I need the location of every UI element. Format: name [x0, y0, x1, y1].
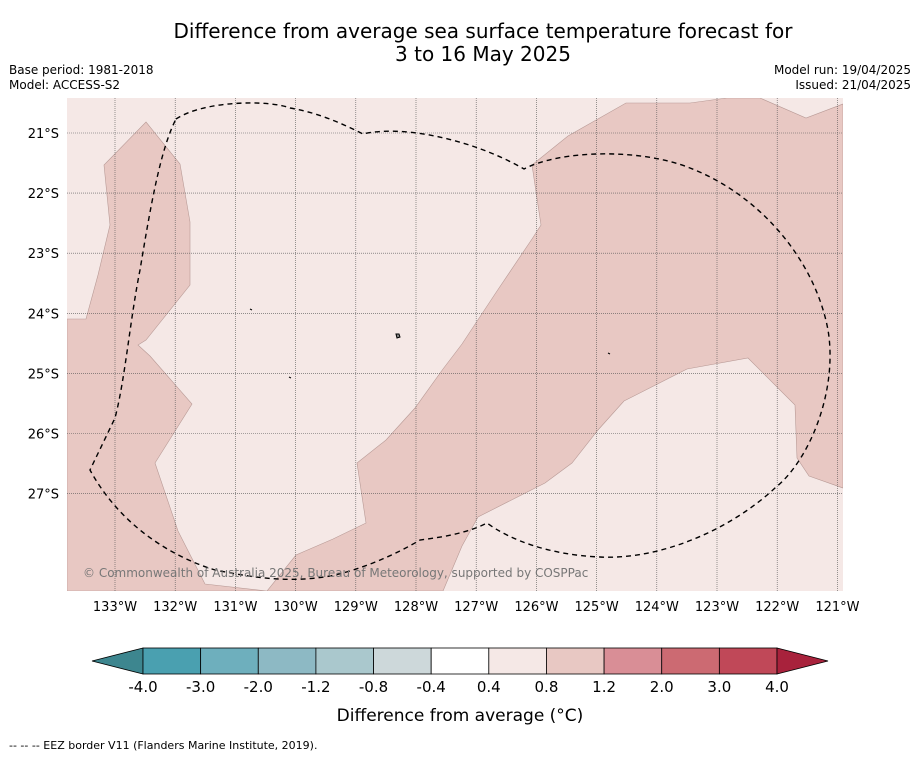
colorbar-segment [373, 647, 432, 675]
lon-label: 132°W [153, 600, 197, 615]
colorbar-segment [257, 647, 317, 675]
lon-label: 123°W [695, 600, 739, 615]
meta-left: Base period: 1981-2018 Model: ACCESS-S2 [9, 63, 154, 93]
latitude-labels: 21°S 22°S 23°S 24°S 25°S 26°S 27°S [28, 127, 59, 503]
lon-label: 127°W [454, 600, 498, 615]
lon-label: 128°W [394, 600, 438, 615]
lat-label: 23°S [28, 247, 59, 262]
island-marker [395, 333, 401, 339]
lon-label: 121°W [815, 600, 859, 615]
lon-label: 125°W [575, 600, 619, 615]
base-period: Base period: 1981-2018 [9, 63, 154, 77]
island-marker [607, 352, 611, 355]
colorbar: -4.0 -3.0 -2.0 -1.2 -0.8 -0.4 0.4 0.8 1.2 2.0 3.0 4… [91, 647, 829, 696]
lon-label: 130°W [274, 600, 318, 615]
colorbar-segment [430, 647, 490, 675]
map-gridlines [67, 98, 843, 591]
colorbar-segment [546, 647, 605, 675]
map-title-line-2: 3 to 16 May 2025 [395, 42, 571, 66]
colorbar-segment [200, 647, 259, 675]
colorbar-tick: 3.0 [707, 678, 731, 696]
eez-legend: -- -- -- EEZ border V11 (Flanders Marine… [9, 739, 318, 752]
island-marker [288, 376, 292, 379]
colorbar-tick: 2.0 [650, 678, 674, 696]
lon-label: 131°W [213, 600, 257, 615]
colorbar-over-arrow [776, 647, 829, 675]
colorbar-segment [315, 647, 374, 675]
lat-label: 22°S [28, 187, 59, 202]
colorbar-tick: -3.0 [186, 678, 215, 696]
colorbar-tick: -0.8 [359, 678, 388, 696]
issued-date: Issued: 21/04/2025 [795, 78, 911, 92]
colorbar-segment [488, 647, 547, 675]
eez-border [89, 102, 831, 581]
anomaly-region-high-east [266, 98, 843, 591]
colorbar-tick: 0.4 [477, 678, 501, 696]
lat-label: 24°S [28, 307, 59, 322]
lat-label: 26°S [28, 428, 59, 443]
map-title-line-1: Difference from average sea surface temp… [173, 19, 793, 43]
lon-label: 133°W [93, 600, 137, 615]
lat-label: 27°S [28, 488, 59, 503]
island-marker [249, 308, 253, 311]
lon-label: 129°W [334, 600, 378, 615]
lat-label: 21°S [28, 127, 59, 142]
anomaly-region-high-west [67, 121, 268, 591]
copyright-notice: © Commonwealth of Australia 2025, Bureau… [83, 566, 588, 580]
colorbar-segment [603, 647, 663, 675]
lon-label: 124°W [635, 600, 679, 615]
colorbar-tick: 4.0 [765, 678, 789, 696]
lat-label: 25°S [28, 367, 59, 382]
model-run: Model run: 19/04/2025 [773, 63, 911, 77]
colorbar-tick: 1.2 [592, 678, 616, 696]
colorbar-under-arrow [91, 647, 144, 675]
longitude-labels: 133°W 132°W 131°W 130°W 129°W 128°W 127°W 126°W… [93, 600, 860, 615]
lon-label: 126°W [514, 600, 558, 615]
colorbar-segment [718, 647, 778, 675]
colorbar-tick: -2.0 [244, 678, 273, 696]
meta-right: Model run: 19/04/2025 Issued: 21/04/2025 [774, 63, 911, 93]
model-name: Model: ACCESS-S2 [9, 78, 121, 92]
colorbar-label: Difference from average (°C) [337, 706, 584, 726]
colorbar-tick: -1.2 [301, 678, 330, 696]
colorbar-tick: -0.4 [417, 678, 446, 696]
map-area: © Commonwealth of Australia 2025, Bureau… [67, 98, 843, 591]
lon-label: 122°W [755, 600, 799, 615]
colorbar-tick: 0.8 [535, 678, 559, 696]
colorbar-tick: -4.0 [128, 678, 157, 696]
colorbar-segment [142, 647, 202, 675]
colorbar-segment [661, 647, 720, 675]
